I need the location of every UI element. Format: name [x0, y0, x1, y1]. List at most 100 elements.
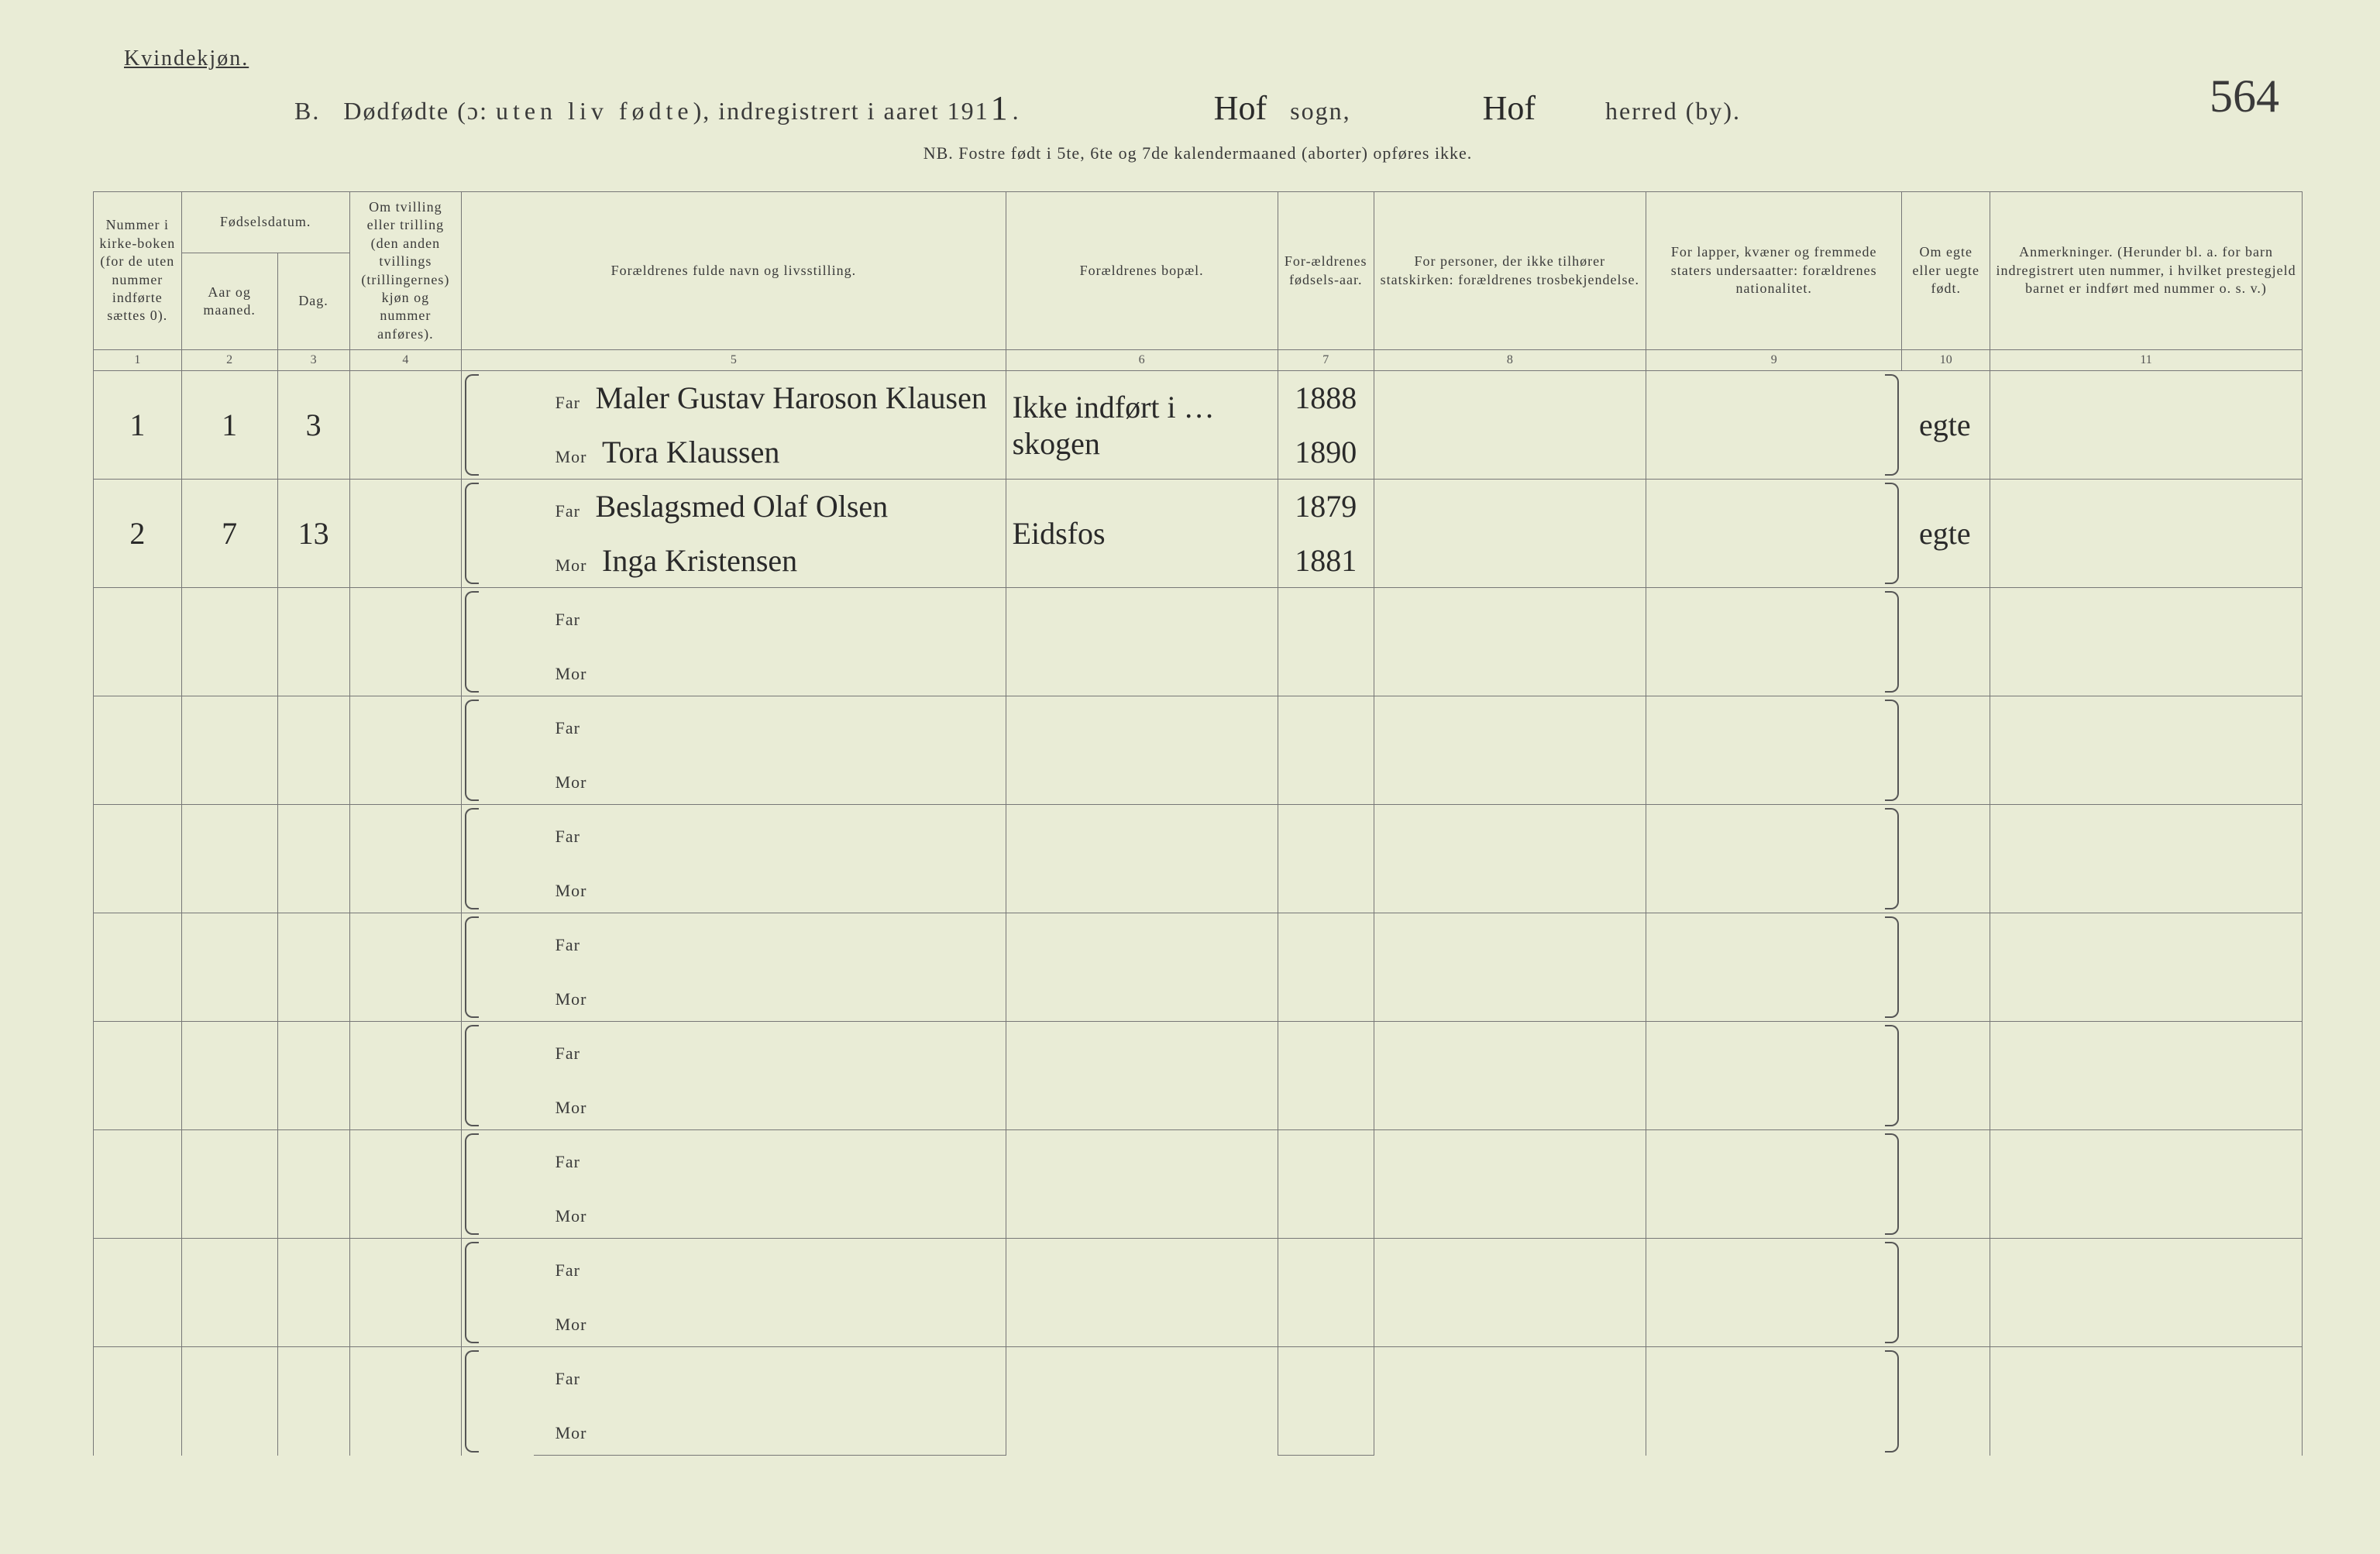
- role-mor: Mor: [534, 1076, 1006, 1130]
- colnum: 8: [1374, 350, 1646, 371]
- cell-anm: [1990, 588, 2303, 696]
- colnum: 3: [277, 350, 349, 371]
- cell-month: [181, 1022, 277, 1130]
- role-far: Far: [534, 696, 1006, 751]
- cell-bopel: [1006, 1347, 1278, 1456]
- col-8-header: For personer, der ikke tilhører statskir…: [1374, 192, 1646, 350]
- cell-egte: egte: [1902, 480, 1990, 588]
- cell-month: [181, 1239, 277, 1347]
- cell-twin: [349, 913, 462, 1022]
- parents-brace: [462, 480, 534, 588]
- cell-month: [181, 805, 277, 913]
- cell-bopel: [1006, 1022, 1278, 1130]
- cell-num: 1: [94, 371, 182, 480]
- role-mor: Mor: [534, 1184, 1006, 1239]
- cell-anm: [1990, 913, 2303, 1022]
- role-mor: Mor: [534, 1401, 1006, 1456]
- colnum: 5: [462, 350, 1006, 371]
- table-row: Far: [94, 1347, 2303, 1401]
- cell-twin: [349, 1239, 462, 1347]
- cell-c8: [1374, 913, 1646, 1022]
- cell-num: 2: [94, 480, 182, 588]
- cell-day: [277, 588, 349, 696]
- cell-month: [181, 1347, 277, 1456]
- col-6-header: Forældrenes bopæl.: [1006, 192, 1278, 350]
- cell-c9: [1646, 480, 1902, 588]
- role-mor: Mor: [534, 859, 1006, 913]
- cell-c8: [1374, 1130, 1646, 1239]
- cell-c8: [1374, 371, 1646, 480]
- cell-bopel: [1006, 696, 1278, 805]
- parents-brace: [462, 913, 534, 1022]
- col-1-header: Nummer i kirke-boken (for de uten nummer…: [94, 192, 182, 350]
- title-after-year: .: [1013, 97, 1020, 125]
- table-row: Far: [94, 1022, 2303, 1076]
- table-head: Nummer i kirke-boken (for de uten nummer…: [94, 192, 2303, 371]
- cell-c8: [1374, 696, 1646, 805]
- role-mor: Mor: [534, 968, 1006, 1022]
- col-2a-header: Aar og maaned.: [181, 253, 277, 350]
- title-line: B. Dødfødte (ɔ: uten liv fødte ), indreg…: [93, 88, 2303, 128]
- cell-far-aar: [1278, 696, 1374, 751]
- page-number: 564: [2210, 70, 2279, 123]
- herred-hand: Hof: [1460, 88, 1559, 128]
- cell-num: [94, 1347, 182, 1456]
- cell-mor-aar: [1278, 1293, 1374, 1347]
- cell-far-name: Maler Gustav Haroson Klausen: [595, 380, 986, 415]
- cell-c8: [1374, 805, 1646, 913]
- cell-mor-name: Tora Klaussen: [602, 435, 779, 469]
- table-row: Far: [94, 1130, 2303, 1184]
- cell-day: 13: [277, 480, 349, 588]
- cell-bopel: Eidsfos: [1006, 480, 1278, 588]
- cell-day: [277, 1022, 349, 1130]
- cell-num: [94, 913, 182, 1022]
- role-far: Far: [534, 913, 1006, 968]
- cell-twin: [349, 588, 462, 696]
- cell-c9: [1646, 1347, 1902, 1456]
- cell-mor-aar: [1278, 968, 1374, 1022]
- cell-mor-aar: [1278, 642, 1374, 696]
- colnum: 11: [1990, 350, 2303, 371]
- role-far: Far: [534, 1130, 1006, 1184]
- cell-mor-name: Inga Kristensen: [602, 543, 797, 578]
- cell-twin: [349, 1022, 462, 1130]
- cell-egte: [1902, 1347, 1990, 1456]
- cell-mor-aar: [1278, 751, 1374, 805]
- cell-num: [94, 805, 182, 913]
- cell-c8: [1374, 1022, 1646, 1130]
- col-2-group-header: Fødselsdatum.: [181, 192, 349, 253]
- colnum: 2: [181, 350, 277, 371]
- cell-bopel: [1006, 913, 1278, 1022]
- cell-mor-aar: [1278, 1076, 1374, 1130]
- register-table: Nummer i kirke-boken (for de uten nummer…: [93, 191, 2303, 1456]
- table-row: Far: [94, 696, 2303, 751]
- cell-c9: [1646, 696, 1902, 805]
- cell-bopel: [1006, 805, 1278, 913]
- cell-bopel: [1006, 1239, 1278, 1347]
- cell-num: [94, 696, 182, 805]
- cell-day: 3: [277, 371, 349, 480]
- table-row: Far: [94, 1239, 2303, 1293]
- cell-twin: [349, 371, 462, 480]
- colnum: 4: [349, 350, 462, 371]
- cell-egte: [1902, 1022, 1990, 1130]
- cell-c9: [1646, 371, 1902, 480]
- col-10-header: Om egte eller uegte født.: [1902, 192, 1990, 350]
- sogn-label: sogn,: [1290, 97, 1350, 125]
- cell-c9: [1646, 805, 1902, 913]
- cell-num: [94, 1239, 182, 1347]
- col-5-header: Forældrenes fulde navn og livsstilling.: [462, 192, 1006, 350]
- role-mor: Mor Inga Kristensen: [534, 534, 1006, 588]
- table-row: 2713Far Beslagsmed Olaf OlsenEidsfos1879…: [94, 480, 2303, 534]
- title-spaced: uten liv fødte: [496, 97, 693, 125]
- table-row: Far: [94, 805, 2303, 859]
- cell-month: [181, 588, 277, 696]
- cell-anm: [1990, 480, 2303, 588]
- cell-num: [94, 1022, 182, 1130]
- parents-brace: [462, 371, 534, 480]
- table-row: Far: [94, 588, 2303, 642]
- col-7-header: For-ældrenes fødsels-aar.: [1278, 192, 1374, 350]
- herred-label: herred (by).: [1605, 97, 1741, 125]
- cell-bopel: [1006, 588, 1278, 696]
- gender-header: Kvindekjøn.: [124, 46, 2303, 71]
